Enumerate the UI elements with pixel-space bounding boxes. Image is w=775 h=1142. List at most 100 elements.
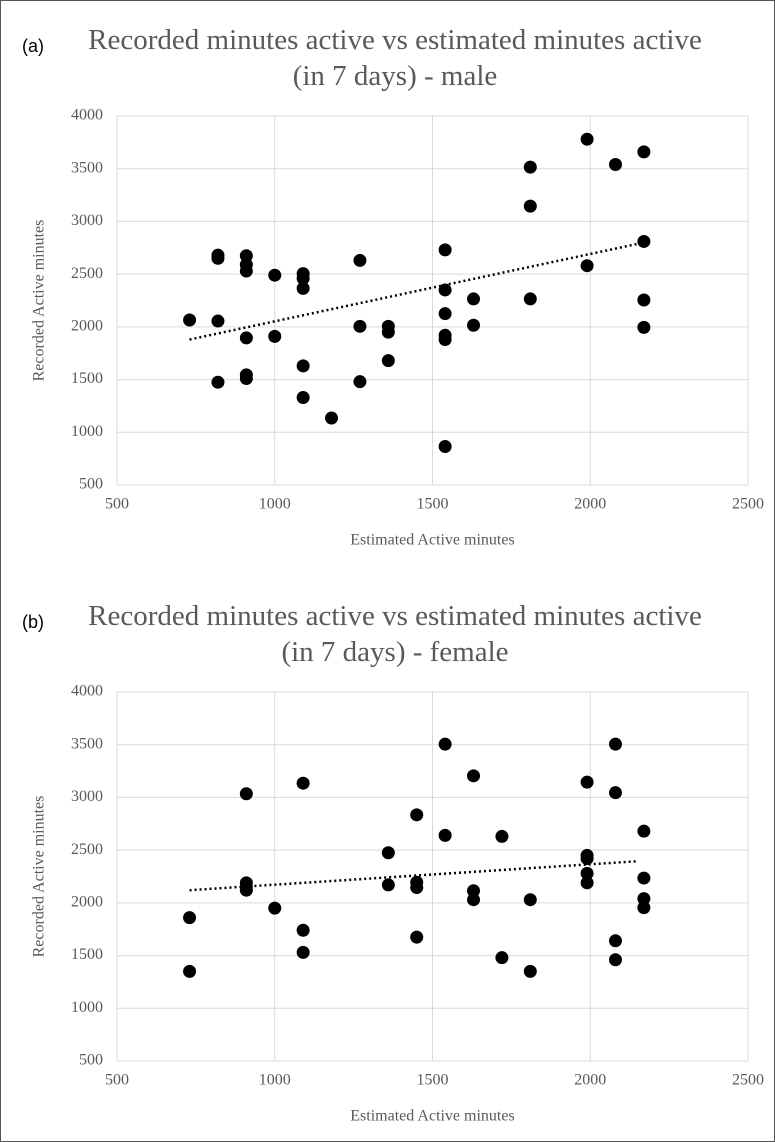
trendline <box>189 241 645 341</box>
point <box>296 923 310 937</box>
point <box>608 953 622 967</box>
chart-title: Recorded minutes active vs estimated min… <box>88 600 702 668</box>
point <box>353 253 367 267</box>
point <box>325 411 339 425</box>
point <box>438 440 452 454</box>
x-tick-label: 500 <box>105 1072 129 1089</box>
x-tick-label: 2000 <box>574 1072 606 1089</box>
y-tick-label: 500 <box>79 476 103 493</box>
point <box>410 881 424 895</box>
point <box>239 264 253 278</box>
point <box>580 132 594 146</box>
y-tick-label: 2000 <box>71 894 103 911</box>
point <box>239 249 253 263</box>
y-tick-label: 4000 <box>71 683 103 700</box>
point <box>467 893 481 907</box>
point <box>580 259 594 273</box>
x-tick-label: 1500 <box>417 1072 449 1089</box>
point <box>381 325 395 339</box>
point <box>608 934 622 948</box>
point <box>608 157 622 171</box>
point <box>523 964 537 978</box>
point <box>296 776 310 790</box>
point <box>268 901 282 915</box>
point <box>438 307 452 321</box>
point <box>637 871 651 885</box>
x-tick-label: 2000 <box>574 496 606 513</box>
x-tick-label: 500 <box>105 496 129 513</box>
point <box>183 911 197 925</box>
point <box>353 319 367 333</box>
y-tick-label: 4000 <box>71 107 103 124</box>
x-tick-label: 1000 <box>259 1072 291 1089</box>
point <box>211 314 225 328</box>
point <box>296 359 310 373</box>
point <box>637 145 651 159</box>
point <box>410 808 424 822</box>
point <box>381 354 395 368</box>
point <box>523 199 537 213</box>
y-tick-label: 3000 <box>71 788 103 805</box>
x-tick-label: 2500 <box>732 1072 764 1089</box>
point <box>296 390 310 404</box>
x-tick-label: 1500 <box>417 496 449 513</box>
point <box>608 786 622 800</box>
point <box>239 331 253 345</box>
x-tick-label: 2500 <box>732 496 764 513</box>
point <box>353 375 367 389</box>
point <box>438 283 452 297</box>
y-axis-title: Recorded Active minutes <box>31 220 48 382</box>
point <box>296 271 310 285</box>
point <box>637 901 651 915</box>
y-tick-label: 1500 <box>71 946 103 963</box>
point <box>268 329 282 343</box>
x-axis-title: Estimated Active minutes <box>350 1108 514 1125</box>
point <box>296 945 310 959</box>
point <box>637 320 651 334</box>
point <box>239 787 253 801</box>
point <box>467 318 481 332</box>
point <box>637 234 651 248</box>
y-tick-label: 1500 <box>71 370 103 387</box>
y-tick-label: 1000 <box>71 423 103 440</box>
y-tick-label: 3000 <box>71 212 103 229</box>
point <box>580 775 594 789</box>
y-tick-label: 2000 <box>71 318 103 335</box>
point <box>438 333 452 347</box>
point <box>608 737 622 751</box>
point <box>637 293 651 307</box>
point <box>410 930 424 944</box>
point <box>183 964 197 978</box>
x-axis-title: Estimated Active minutes <box>350 532 514 549</box>
panel-label: (b) <box>22 612 44 632</box>
panel-label: (a) <box>22 36 44 56</box>
y-tick-label: 2500 <box>71 265 103 282</box>
y-tick-label: 500 <box>79 1052 103 1069</box>
point <box>580 866 594 880</box>
point <box>467 292 481 306</box>
point <box>211 251 225 265</box>
point <box>467 769 481 783</box>
point <box>467 884 481 898</box>
point <box>438 243 452 257</box>
point <box>637 824 651 838</box>
point <box>495 951 509 965</box>
y-tick-label: 3500 <box>71 735 103 752</box>
y-tick-label: 2500 <box>71 841 103 858</box>
point <box>183 313 197 327</box>
point <box>523 292 537 306</box>
point <box>296 281 310 295</box>
point <box>523 160 537 174</box>
point <box>580 852 594 866</box>
y-tick-label: 1000 <box>71 999 103 1016</box>
point <box>381 878 395 892</box>
point <box>523 893 537 907</box>
point <box>239 372 253 386</box>
chart-title: Recorded minutes active vs estimated min… <box>88 24 702 92</box>
point <box>381 846 395 860</box>
point <box>637 892 651 906</box>
x-tick-label: 1000 <box>259 496 291 513</box>
point <box>438 737 452 751</box>
